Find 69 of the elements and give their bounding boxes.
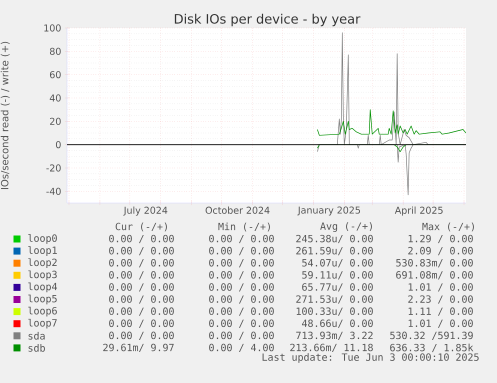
legend-label: sdb [28,344,45,352]
y-tick-label: 60 [50,71,61,78]
text: Cur (-/+) [116,222,167,232]
text: Max (-/+) [422,222,474,232]
text: 0.00 / 0.00 [209,307,274,316]
text: 0.00 / 0.00 [109,307,174,316]
text: 54.07u/ 0.00 [302,259,373,268]
text: Min (-/+) [218,222,270,232]
legend-label: loop5 [28,294,57,304]
y-tick-label: 40 [50,94,61,102]
text: 2.09 / 0.00 [408,246,473,256]
text: 0.00 / 0.00 [109,259,174,268]
text: 0.00 / 0.00 [209,271,274,280]
text: 65.77u/ 0.00 [302,283,373,292]
text: 59.11u/ 0.00 [302,271,373,280]
text: 0.00 / 0.00 [109,320,174,328]
y-tick-label: -40 [46,188,61,195]
x-tick-label: April 2025 [394,206,443,216]
text: Avg (-/+) [320,222,372,232]
legend-label: loop6 [28,306,57,316]
text: 0.00 / 0.00 [109,332,174,340]
text: 29.61m/ 9.97 [103,344,174,352]
legend-label: loop2 [28,258,57,268]
text: 271.53u/ 0.00 [296,295,373,304]
legend-label: loop1 [28,246,57,256]
text: 1.29 / 0.00 [408,234,473,244]
y-tick-label: 20 [50,118,61,125]
y-tick-label: -20 [46,164,61,172]
text: 2.23 / 0.00 [408,295,473,304]
x-tick-label: October 2024 [206,206,270,214]
text: 530.83m/ 0.00 [396,259,473,268]
legend-label: loop7 [28,318,57,329]
text: 0.00 / 0.00 [109,271,174,280]
x-tick-label: January 2025 [297,206,360,216]
legend-label: sda [28,332,45,340]
chart-title: Disk IOs per device - by year [174,14,360,26]
text: 1.11 / 0.00 [408,307,473,316]
text: Last update: Tue Jun 3 00:00:10 2025 [262,353,479,363]
text: 245.38u/ 0.00 [296,234,373,244]
legend-label: loop0 [28,234,57,244]
text: 261.59u/ 0.00 [296,246,373,256]
text: 0.00 / 0.00 [209,246,274,256]
text: 636.33 / 1.85k [390,344,474,352]
text: 213.66m/ 11.18 [290,344,373,352]
text: 0.00 / 0.00 [109,295,174,304]
text: 0.00 / 0.00 [209,283,274,292]
text: 0.00 / 0.00 [209,332,274,340]
text: 0.00 / 0.00 [209,234,274,244]
text: 1.01 / 0.00 [408,283,473,292]
text: 0.00 / 0.00 [109,234,174,244]
text: 0.00 / 4.00 [209,344,274,352]
text: 530.32 /591.39 [390,332,473,340]
y-tick-label: 0 [56,141,61,148]
y-axis-title: IOs/second read (-) / write (+) [0,42,10,190]
y-tick-label: 100 [44,24,61,32]
legend-label: loop4 [28,282,58,292]
text: 48.66u/ 0.00 [302,320,373,328]
text: 0.00 / 0.00 [209,295,274,304]
y-tick-label: 80 [50,48,61,55]
text: 713.93m/ 3.22 [296,332,373,340]
text: 1.01 / 0.00 [408,320,473,328]
text: 0.00 / 0.00 [209,259,274,268]
legend-label: loop3 [28,270,57,280]
text: 0.00 / 0.00 [109,283,174,292]
x-tick-label: July 2024 [123,206,168,216]
text: 0.00 / 0.00 [109,246,174,256]
text: 691.08m/ 0.00 [396,271,473,280]
text: 0.00 / 0.00 [209,320,274,328]
text: 100.33u/ 0.00 [296,307,373,316]
